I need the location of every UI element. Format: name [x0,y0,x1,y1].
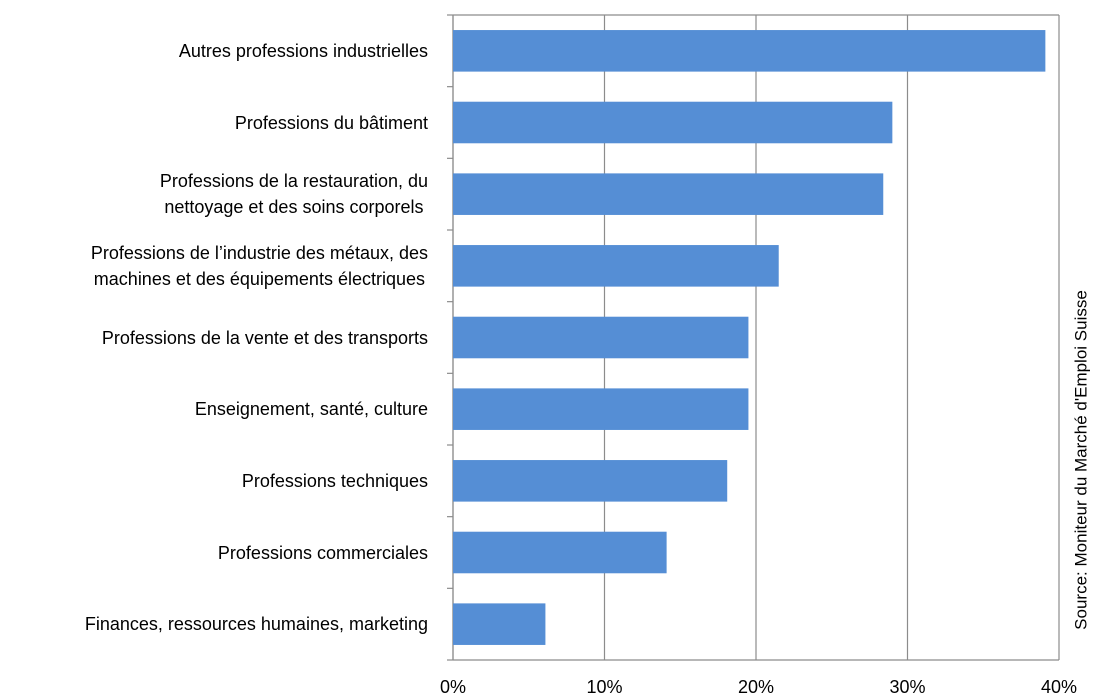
bar [453,173,884,215]
y-tick-label: Professions commerciales [217,542,428,563]
bar [453,388,749,430]
bar [453,603,546,645]
y-tick-label: Professions du bâtiment [234,112,428,133]
bar [453,531,667,574]
y-tick-label: Professions de l’industrie des métaux, d… [90,242,428,289]
y-tick-label: Enseignement, santé, culture [194,399,428,420]
bar [453,245,779,287]
y-tick-label: Finances, ressources humaines, marketing [84,614,428,635]
y-tick-label: Professions de la vente et des transport… [101,327,428,348]
x-tick-label: 0% [440,677,466,697]
bar [453,101,893,144]
source-note: Source: Moniteur du Marché d'Emploi Suis… [1071,290,1090,630]
x-tick-label: 40% [1041,677,1077,697]
bar [453,316,749,359]
y-tick-label: Autres professions industrielles [178,40,428,61]
bar [453,460,728,502]
y-tick-label: Professions de la restauration, du netto… [159,171,428,218]
x-tick-label: 20% [738,677,774,697]
bar [453,30,1046,72]
x-tick-label: 30% [889,677,925,697]
y-tick-label: Professions techniques [241,470,428,491]
x-tick-label: 10% [586,677,622,697]
